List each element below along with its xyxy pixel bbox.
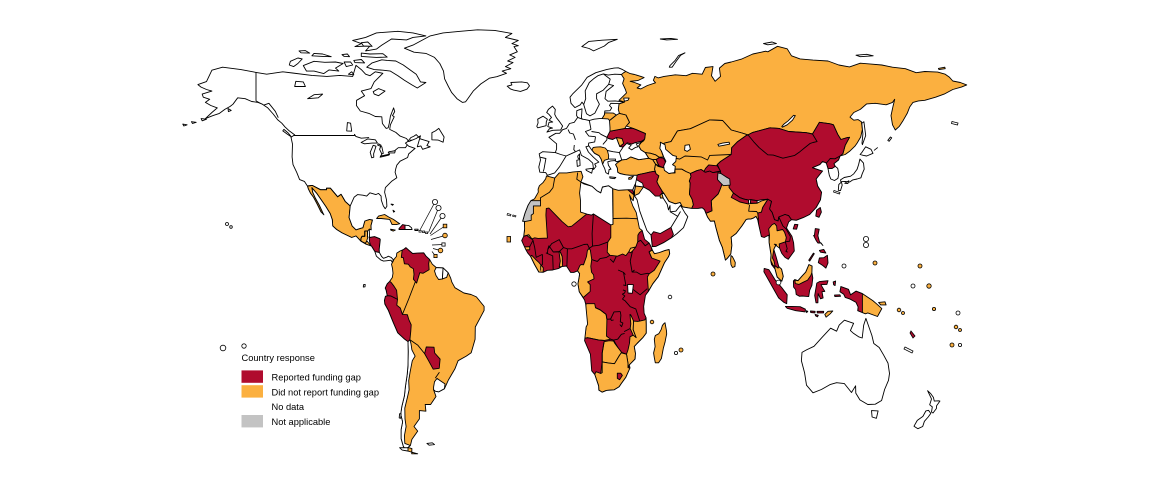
- svg-text:Reported funding gap: Reported funding gap: [272, 373, 361, 383]
- svg-text:Did not report funding gap: Did not report funding gap: [272, 387, 380, 397]
- svg-text:Not applicable: Not applicable: [272, 417, 331, 427]
- svg-text:Country response: Country response: [242, 353, 315, 363]
- svg-text:No data: No data: [272, 402, 305, 412]
